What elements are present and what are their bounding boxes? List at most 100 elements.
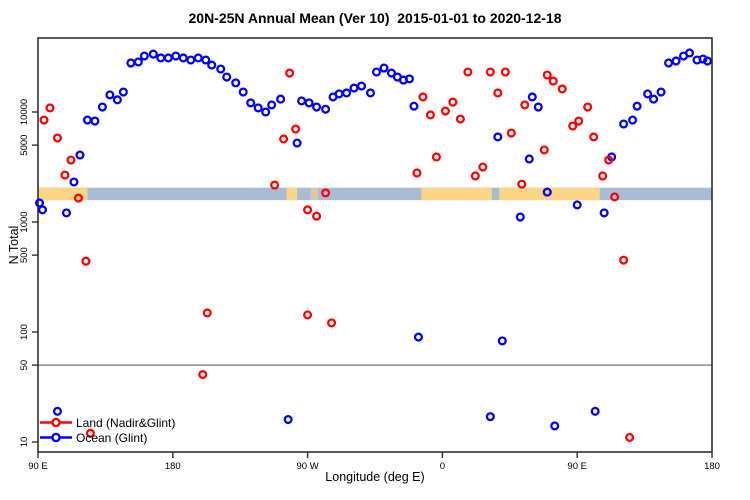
land-data-point (198, 370, 208, 380)
chart-title: 20N-25N Annual Mean (Ver 10) 2015-01-01 … (188, 10, 562, 26)
land-data-point (327, 318, 337, 328)
ocean-data-point (619, 119, 629, 129)
land-data-point (520, 100, 530, 110)
land-data-point (448, 97, 458, 107)
ocean-data-point (698, 54, 708, 64)
land-data-point (610, 192, 620, 202)
ocean-data-point (97, 102, 107, 112)
land-data-point (39, 115, 49, 125)
ocean-data-point (178, 53, 188, 63)
land-data-point (425, 110, 435, 120)
ocean-data-point (148, 49, 158, 59)
ocean-data-point (684, 48, 695, 58)
land-data-point (625, 432, 635, 442)
band-land-segment (286, 187, 298, 201)
ocean-data-point (231, 78, 241, 88)
ocean-data-point (485, 412, 495, 422)
land-data-point (463, 67, 473, 77)
y-tick-label: 500 (19, 247, 30, 263)
land-data-point (418, 92, 428, 102)
ocean-data-point (186, 55, 196, 65)
x-tick-label: 0 (440, 461, 445, 472)
ocean-data-point (267, 100, 277, 110)
land-data-point (548, 76, 558, 86)
ocean-data-point (542, 187, 552, 197)
land-data-point (506, 128, 516, 138)
land-data-point (493, 88, 503, 98)
land-data-point (279, 134, 289, 144)
land-data-point (202, 308, 212, 318)
land-data-point (500, 67, 510, 77)
ocean-data-point (216, 64, 226, 74)
ocean-data-point (628, 115, 638, 125)
ocean-data-point (497, 336, 507, 346)
land-data-point (583, 102, 593, 112)
y-tick-label: 1000 (19, 211, 30, 232)
y-tick-label: 5000 (19, 135, 30, 156)
ocean-data-point (34, 198, 45, 208)
ocean-data-point (201, 55, 211, 65)
ocean-data-point (524, 154, 534, 164)
ocean-data-point (349, 83, 359, 93)
land-data-point (312, 211, 322, 221)
land-data-point (431, 152, 441, 162)
land-data-point (321, 188, 331, 198)
ocean-data-point (52, 406, 63, 416)
y-tick-label: 10000 (19, 99, 30, 125)
ocean-data-point (261, 107, 271, 117)
ocean-data-point (356, 81, 367, 91)
y-tick-label: 100 (19, 324, 30, 340)
ocean-data-point (69, 177, 79, 187)
ocean-data-point (656, 87, 666, 97)
ocean-data-point (82, 115, 92, 125)
ocean-data-point (334, 89, 344, 99)
land-data-point (303, 310, 313, 320)
y-tick-label: 10 (19, 437, 30, 448)
land-data-point (619, 255, 629, 265)
ocean-data-point (112, 95, 122, 105)
land-data-point (81, 256, 91, 266)
x-tick-label: 90 E (567, 461, 587, 472)
ocean-data-point (341, 88, 352, 98)
ocean-data-point (664, 58, 674, 68)
ocean-data-point (643, 89, 653, 99)
ocean-data-point (163, 53, 173, 63)
land-data-point (440, 106, 450, 116)
x-tick-label: 180 (165, 461, 181, 472)
legend-label-land: Land (Nadir&Glint) (76, 416, 176, 430)
land-data-point (517, 179, 527, 189)
land-data-point (604, 155, 614, 165)
land-data-point (303, 205, 313, 215)
legend-marker-circle (51, 432, 61, 443)
plot-box (37, 37, 713, 453)
ocean-data-point (118, 87, 128, 97)
y-tick-label: 50 (19, 360, 30, 371)
ocean-data-point (222, 72, 232, 82)
ocean-data-point (283, 414, 293, 425)
land-data-point (485, 67, 495, 77)
ocean-data-point (321, 104, 331, 114)
ocean-data-point (671, 56, 681, 66)
ocean-data-point (139, 51, 149, 61)
ocean-data-point (386, 68, 397, 78)
x-tick-label: 90 W (297, 461, 319, 472)
land-data-point (85, 428, 95, 438)
land-data-point (598, 171, 608, 181)
land-data-point (45, 103, 55, 113)
ocean-data-point (61, 208, 72, 218)
ocean-data-point (133, 57, 143, 67)
legend-label-ocean: Ocean (Glint) (76, 431, 148, 445)
ocean-data-point (312, 102, 322, 112)
ocean-data-point (590, 406, 600, 416)
land-data-point (568, 121, 578, 131)
land-data-point (557, 84, 567, 94)
land-data-point (470, 171, 480, 181)
ocean-data-point (126, 58, 136, 68)
land-data-point (412, 168, 422, 178)
ocean-data-point (632, 101, 642, 111)
ocean-data-point (493, 132, 503, 142)
y-axis-label: N Total (7, 225, 21, 265)
ocean-data-point (404, 74, 414, 84)
